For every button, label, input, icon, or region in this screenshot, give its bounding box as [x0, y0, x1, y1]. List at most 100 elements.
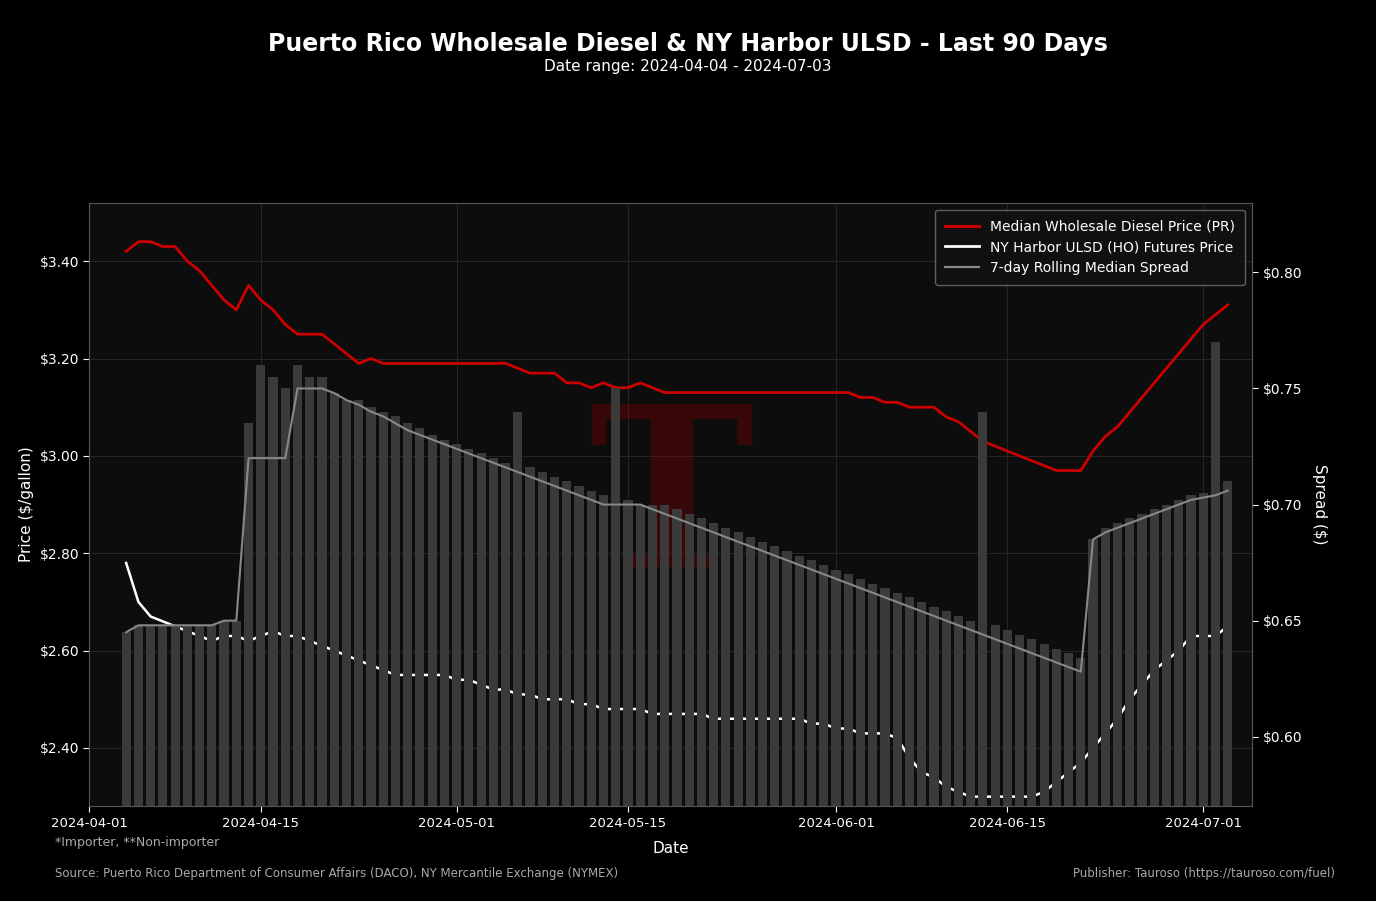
- Text: Date range: 2024-04-04 - 2024-07-03: Date range: 2024-04-04 - 2024-07-03: [545, 59, 831, 74]
- Bar: [1150, 509, 1159, 901]
- Bar: [599, 496, 608, 901]
- Bar: [881, 588, 889, 901]
- Bar: [453, 444, 461, 901]
- Bar: [709, 523, 718, 901]
- Bar: [538, 472, 546, 901]
- Bar: [293, 365, 303, 901]
- X-axis label: Date: Date: [652, 841, 689, 856]
- Bar: [733, 532, 743, 901]
- Y-axis label: Spread ($): Spread ($): [1313, 464, 1328, 545]
- Bar: [464, 449, 473, 901]
- Bar: [1088, 540, 1098, 901]
- Bar: [563, 481, 571, 901]
- Bar: [918, 602, 926, 901]
- Bar: [746, 537, 755, 901]
- Bar: [268, 377, 278, 901]
- Bar: [636, 505, 645, 901]
- Bar: [660, 505, 669, 901]
- Bar: [758, 542, 768, 901]
- Bar: [195, 625, 204, 901]
- Bar: [771, 546, 779, 901]
- Bar: [183, 625, 191, 901]
- Bar: [526, 468, 535, 901]
- Bar: [366, 407, 376, 901]
- Bar: [1051, 649, 1061, 901]
- Bar: [1101, 528, 1110, 901]
- Bar: [941, 612, 951, 901]
- Bar: [341, 400, 351, 901]
- Bar: [550, 477, 559, 901]
- Bar: [806, 560, 816, 901]
- Bar: [1211, 342, 1221, 901]
- Bar: [220, 621, 228, 901]
- Bar: [501, 463, 510, 901]
- Bar: [843, 574, 853, 901]
- Bar: [244, 423, 253, 901]
- Text: Source: Puerto Rico Department of Consumer Affairs (DACO), NY Mercantile Exchang: Source: Puerto Rico Department of Consum…: [55, 867, 618, 879]
- Bar: [929, 606, 938, 901]
- Bar: [1039, 644, 1049, 901]
- Bar: [696, 518, 706, 901]
- Bar: [146, 625, 155, 901]
- Bar: [391, 416, 400, 901]
- Bar: [574, 486, 583, 901]
- Bar: [318, 377, 326, 901]
- Bar: [954, 616, 963, 901]
- Bar: [256, 365, 266, 901]
- Bar: [868, 584, 878, 901]
- Bar: [685, 514, 694, 901]
- Bar: [1064, 653, 1073, 901]
- Bar: [905, 597, 914, 901]
- Bar: [721, 528, 731, 901]
- Bar: [978, 412, 988, 901]
- Bar: [586, 491, 596, 901]
- Bar: [1028, 639, 1036, 901]
- Bar: [158, 625, 168, 901]
- Bar: [354, 400, 363, 901]
- Bar: [428, 435, 436, 901]
- Bar: [378, 412, 388, 901]
- Bar: [171, 625, 180, 901]
- Bar: [831, 569, 841, 901]
- Bar: [330, 393, 338, 901]
- Bar: [819, 565, 828, 901]
- Bar: [1174, 500, 1183, 901]
- Text: Puerto Rico Wholesale Diesel & NY Harbor ULSD - Last 90 Days: Puerto Rico Wholesale Diesel & NY Harbor…: [268, 32, 1108, 56]
- Bar: [231, 621, 241, 901]
- Bar: [416, 428, 424, 901]
- Bar: [1198, 493, 1208, 901]
- Bar: [623, 500, 633, 901]
- Bar: [783, 551, 791, 901]
- Bar: [1223, 481, 1233, 901]
- Text: Publisher: Tauroso (https://tauroso.com/fuel): Publisher: Tauroso (https://tauroso.com/…: [1073, 867, 1335, 879]
- Bar: [856, 578, 866, 901]
- Bar: [966, 621, 976, 901]
- Bar: [513, 412, 523, 901]
- Bar: [795, 556, 804, 901]
- Bar: [440, 440, 449, 901]
- Legend: Median Wholesale Diesel Price (PR), NY Harbor ULSD (HO) Futures Price, 7-day Rol: Median Wholesale Diesel Price (PR), NY H…: [934, 210, 1245, 285]
- Y-axis label: Price ($/gallon): Price ($/gallon): [19, 447, 34, 562]
- Bar: [281, 388, 290, 901]
- Bar: [1113, 523, 1121, 901]
- Bar: [893, 593, 901, 901]
- Bar: [611, 388, 621, 901]
- Bar: [673, 509, 681, 901]
- Bar: [1003, 630, 1011, 901]
- Bar: [403, 423, 413, 901]
- Bar: [208, 625, 216, 901]
- Bar: [991, 625, 1000, 901]
- Bar: [1126, 518, 1134, 901]
- Bar: [1015, 634, 1024, 901]
- Bar: [121, 633, 131, 901]
- Bar: [133, 625, 143, 901]
- Bar: [305, 377, 314, 901]
- Bar: [1161, 505, 1171, 901]
- Bar: [1076, 658, 1086, 901]
- Bar: [1138, 514, 1146, 901]
- Bar: [476, 453, 486, 901]
- Text: T: T: [588, 396, 754, 613]
- Bar: [488, 458, 498, 901]
- Bar: [1186, 496, 1196, 901]
- Bar: [648, 505, 656, 901]
